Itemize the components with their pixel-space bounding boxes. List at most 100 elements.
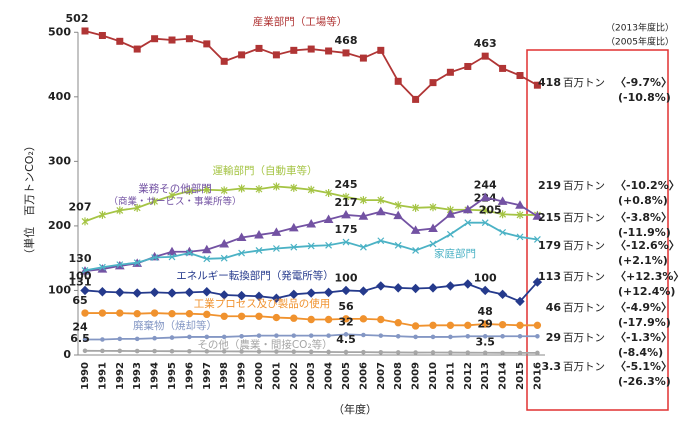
x-tick-label: 1996: [184, 362, 195, 390]
point: [274, 333, 279, 338]
point: [255, 312, 263, 320]
point: [482, 333, 488, 339]
series-label: 運輸部門（自動車等）: [213, 164, 318, 177]
data-label: 48: [478, 305, 493, 318]
data-label: 4.5: [336, 333, 356, 346]
note-value: 418: [538, 76, 561, 89]
data-label: 24: [72, 321, 88, 334]
x-tick-label: 2003: [306, 362, 317, 390]
x-tick-label: 2012: [463, 362, 474, 390]
x-tick-label: 2001: [271, 362, 282, 390]
point: [445, 281, 456, 291]
point: [134, 348, 140, 354]
point: [465, 333, 471, 339]
point: [326, 333, 331, 338]
point: [377, 196, 385, 205]
point: [307, 315, 315, 324]
point: [221, 349, 227, 354]
point: [203, 185, 211, 194]
point: [220, 186, 228, 195]
point: [152, 335, 157, 341]
point: [236, 290, 247, 301]
data-label: 56: [338, 300, 354, 313]
point: [342, 238, 350, 246]
point: [429, 203, 437, 212]
note-vs2013: 〈-4.9%〉: [615, 301, 672, 314]
y-tick-label: 200: [48, 219, 71, 232]
point: [532, 277, 543, 287]
point: [203, 310, 211, 319]
data-label: 463: [474, 37, 497, 50]
point: [116, 37, 124, 45]
point: [132, 288, 142, 298]
point: [325, 241, 333, 249]
point: [169, 348, 175, 354]
point: [151, 35, 159, 43]
point: [80, 285, 90, 296]
point: [98, 309, 107, 317]
point: [202, 287, 212, 297]
point: [429, 321, 437, 330]
point: [308, 333, 314, 338]
point: [515, 296, 525, 307]
point: [100, 337, 105, 342]
point: [238, 249, 246, 257]
point: [378, 333, 384, 338]
point: [272, 182, 280, 191]
data-label: 130: [69, 252, 92, 265]
point: [97, 287, 108, 297]
point: [394, 319, 402, 327]
point: [361, 349, 366, 355]
point: [151, 254, 159, 261]
point: [359, 243, 367, 251]
point: [411, 322, 420, 330]
point: [359, 54, 367, 62]
point: [185, 187, 193, 196]
point: [413, 350, 418, 355]
point: [428, 283, 438, 293]
point: [184, 287, 195, 298]
x-tick-label: 2000: [254, 362, 265, 390]
series-label: その他（農業・間接CO₂等）: [197, 338, 332, 351]
point: [463, 279, 473, 289]
note-unit: 百万トン: [563, 361, 605, 373]
note-value: 215: [538, 211, 561, 224]
x-tick-label: 2006: [358, 362, 369, 390]
point: [394, 77, 402, 85]
point: [203, 40, 211, 48]
data-label: 175: [335, 223, 358, 236]
point: [115, 287, 125, 298]
x-tick-label: 2011: [445, 362, 456, 390]
point: [306, 218, 317, 228]
note-unit: 百万トン: [563, 302, 605, 314]
notes-header: （2013年度比）: [606, 22, 674, 34]
highlight-box: [526, 49, 669, 411]
point: [500, 333, 505, 339]
point: [516, 233, 524, 241]
point: [533, 321, 542, 330]
point: [256, 349, 262, 354]
point: [429, 79, 437, 87]
point: [325, 47, 333, 55]
point: [307, 185, 315, 194]
point: [288, 222, 299, 232]
point: [464, 219, 472, 227]
data-label: 65: [72, 294, 87, 307]
point: [480, 192, 491, 202]
y-tick-label: 300: [48, 154, 71, 167]
point: [238, 51, 246, 59]
point: [430, 334, 436, 340]
point: [395, 350, 401, 355]
point: [271, 227, 282, 236]
point: [359, 315, 368, 323]
point: [497, 196, 508, 205]
point: [220, 254, 228, 262]
point: [480, 285, 490, 296]
point: [499, 64, 507, 72]
point: [465, 350, 471, 355]
point: [358, 286, 369, 296]
note-unit: 百万トン: [563, 212, 605, 224]
point: [203, 255, 211, 263]
point: [413, 334, 418, 340]
y-tick-label: 100: [48, 283, 71, 296]
